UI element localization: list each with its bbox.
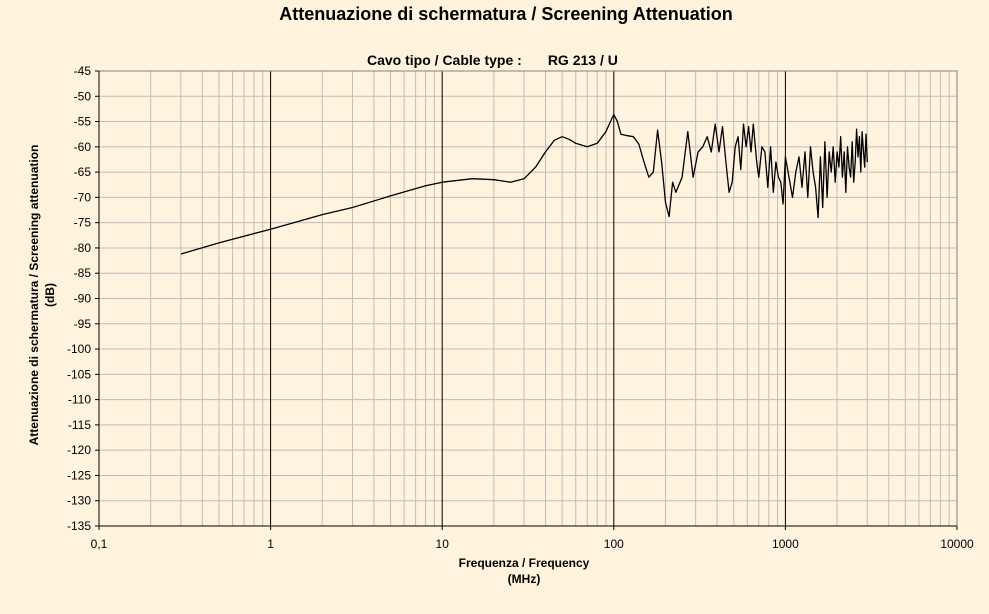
y-tick-label: -135 [67,519,91,533]
y-tick-label: -90 [74,292,92,306]
x-tick-label: 100 [604,537,624,551]
y-axis-label-line2: (dB) [43,283,57,308]
y-tick-label: -50 [74,89,92,103]
x-tick-label: 10000 [940,537,974,551]
y-tick-label: -100 [67,342,91,356]
x-axis-label: Frequenza / Frequency (MHz) [0,555,989,587]
y-tick-label: -60 [74,140,92,154]
y-tick-label: -110 [68,393,91,407]
x-tick-label: 10 [436,537,450,551]
x-axis-label-line2: (MHz) [507,572,541,586]
y-tick-label: -95 [74,317,92,331]
y-tick-label: -75 [74,216,92,230]
y-axis-label-line1: Attenuazione di schermatura / Screening … [27,144,41,446]
y-tick-label: -115 [68,418,91,432]
y-tick-label: -85 [74,266,92,280]
attenuation-series-line [180,113,868,255]
y-tick-label: -105 [67,367,91,381]
cable-type-label: Cavo tipo / Cable type : [367,52,522,68]
y-tick-label: -80 [74,241,92,255]
x-tick-label: 0,1 [91,537,108,551]
y-tick-label: -45 [74,64,92,78]
y-tick-label: -125 [67,468,91,482]
y-tick-label: -55 [74,115,92,129]
y-tick-label: -120 [67,443,91,457]
x-axis-label-line1: Frequenza / Frequency [458,556,590,570]
y-tick-label: -70 [74,190,92,204]
y-tick-label: -65 [74,165,92,179]
chart-title: Attenuazione di schermatura / Screening … [279,4,733,24]
x-tick-label: 1 [267,537,274,551]
cable-type-value: RG 213 / U [547,52,618,68]
chart-subtitle: Cavo tipo / Cable type : RG 213 / U [367,52,618,68]
y-axis-label: Attenuazione di schermatura / Screening … [26,145,58,446]
x-tick-label: 1000 [772,537,799,551]
y-tick-label: -130 [67,494,91,508]
